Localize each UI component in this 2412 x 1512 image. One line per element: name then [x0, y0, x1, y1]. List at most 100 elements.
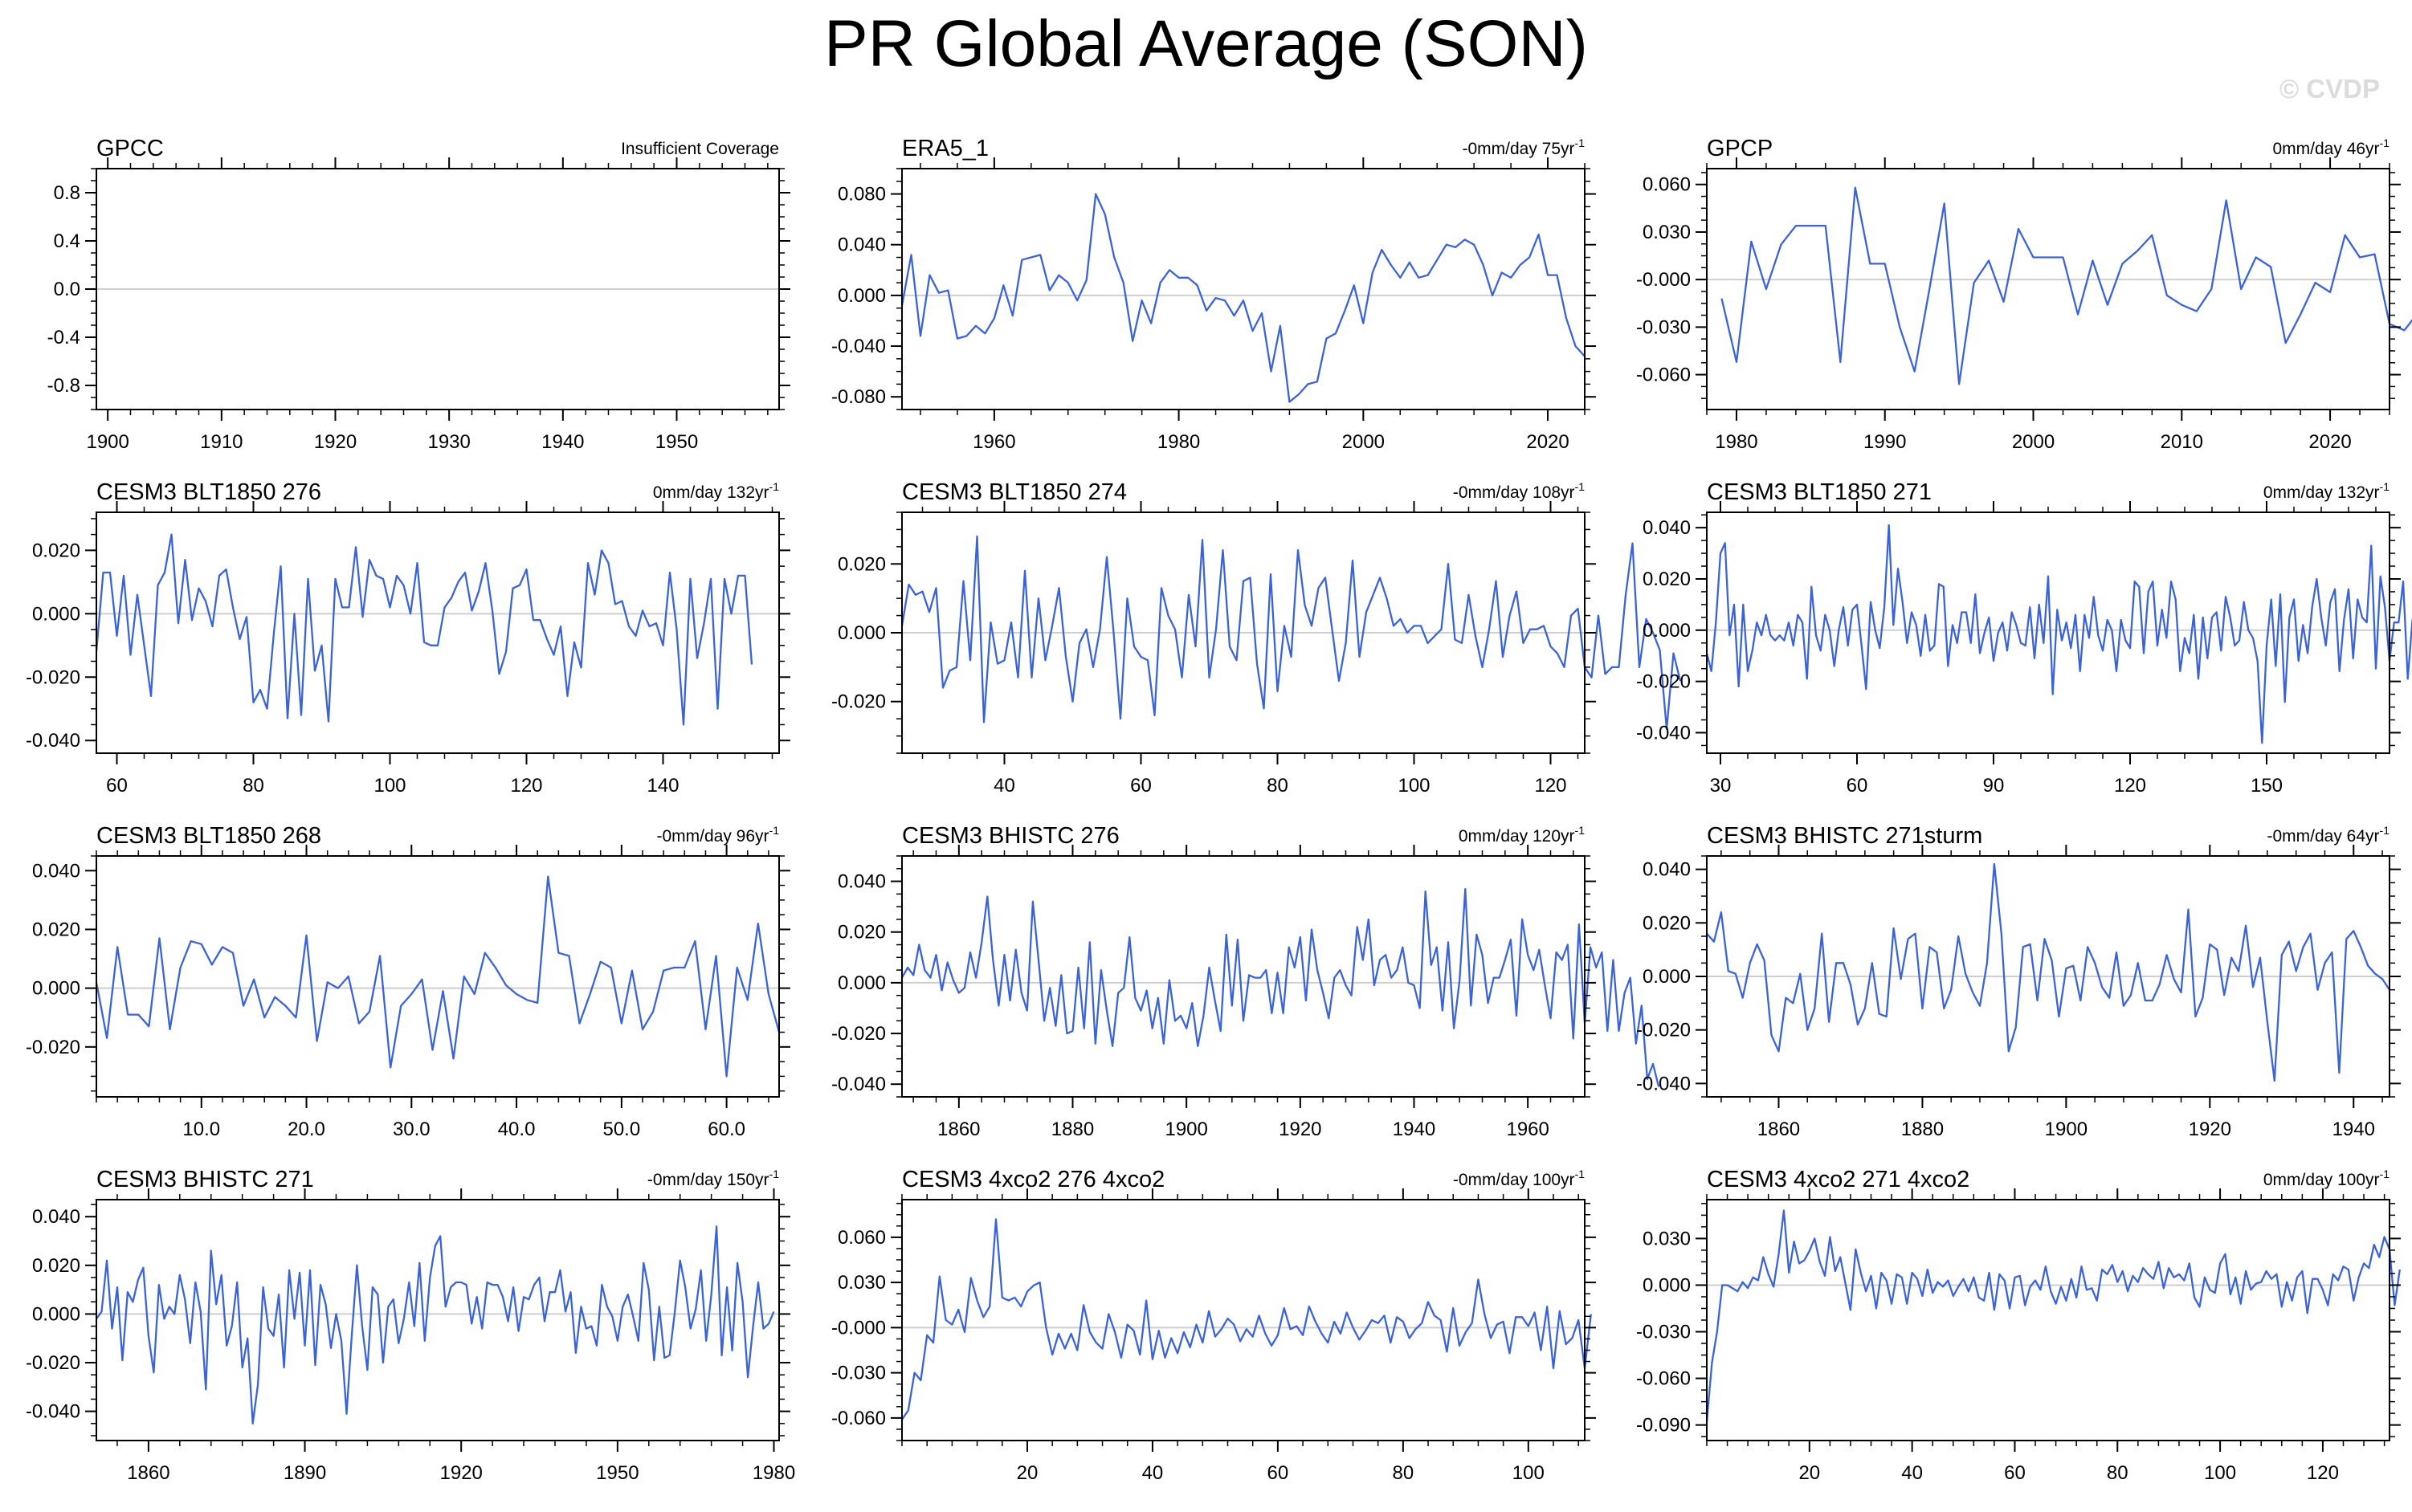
panel-0: GPCC Insufficient Coverage 1900 1910 1920 193…	[47, 136, 790, 453]
y-tick-label: -0.020	[26, 666, 80, 688]
x-tick-label: 90	[1983, 775, 2005, 797]
plot-frame	[96, 1199, 780, 1441]
x-tick-label: 30	[1710, 775, 1732, 797]
y-tick-label: 0.040	[32, 860, 80, 882]
y-tick-label: -0.000	[831, 1317, 886, 1339]
x-tick-label: 20.0	[288, 1119, 325, 1140]
series-line	[900, 193, 1586, 403]
x-tick-label: 1940	[1393, 1119, 1435, 1140]
x-tick-label: 30.0	[393, 1119, 431, 1140]
x-tick-label: 60	[1130, 775, 1152, 797]
panel-3: CESM3 BLT1850 276 0mm/day 132yr-1 60 80 100 1…	[26, 479, 790, 797]
x-tick-label: 1990	[1863, 431, 1906, 453]
x-tick-label: 1950	[655, 431, 698, 453]
x-tick-label: 1980	[1715, 431, 1757, 453]
x-tick-label: 100	[1398, 775, 1430, 797]
panel-7: CESM3 BHISTC 276 0mm/day 120yr-1 1860 1880 1…	[831, 823, 1660, 1140]
y-tick-label: -0.060	[1636, 1368, 1691, 1390]
plot-frame	[1706, 1199, 2390, 1441]
panel-9: CESM3 BHISTC 271 -0mm/day 150yr-1 1860 1890…	[26, 1167, 795, 1484]
y-tick-label: 0.020	[32, 540, 80, 561]
panel-title: CESM3 BLT1850 271	[1707, 479, 1932, 505]
panel-4: CESM3 BLT1850 274 -0mm/day 108yr-1 40 60 80 1…	[831, 479, 1682, 797]
panel-title: CESM3 BHISTC 271	[96, 1167, 314, 1192]
y-tick-label: -0.020	[831, 691, 886, 713]
x-tick-label: 1930	[427, 431, 470, 453]
plot-frame	[901, 168, 1586, 410]
panel-1: ERA5_1 -0mm/day 75yr-1 1960 1980 2000 2020 0.0…	[831, 136, 1596, 453]
x-tick-label: 1880	[1051, 1119, 1094, 1140]
y-tick-label: -0.040	[1636, 722, 1691, 744]
panel-annotation: -0mm/day 150yr-1	[647, 1168, 779, 1189]
plot-frame	[901, 1199, 1586, 1441]
series-line	[901, 1218, 1592, 1420]
x-tick-label: 60	[2004, 1462, 2026, 1484]
panel-annotation: 0mm/day 132yr-1	[653, 480, 779, 502]
panel-8: CESM3 BHISTC 271sturm -0mm/day 64yr-1 1860…	[1636, 823, 2401, 1140]
y-tick-label: 0.040	[32, 1206, 80, 1228]
x-tick-label: 120	[510, 775, 542, 797]
y-tick-label: 0.000	[1643, 1274, 1691, 1296]
y-tick-label: 0.000	[1643, 620, 1691, 642]
panel-2: GPCP 0mm/day 46yr-1 1980 1990 2000 2010 2020 0.…	[1636, 136, 2412, 453]
panel-title: CESM3 BLT1850 268	[96, 823, 321, 849]
panel-5: CESM3 BLT1850 271 0mm/day 132yr-1 30 60 90 12…	[1636, 479, 2412, 797]
panel-annotation: -0mm/day 108yr-1	[1453, 480, 1585, 502]
x-tick-label: 1920	[440, 1462, 483, 1484]
y-tick-label: 0.000	[32, 603, 80, 625]
y-tick-label: -0.040	[26, 730, 80, 752]
y-tick-label: -0.040	[831, 336, 886, 357]
panel-annotation: 0mm/day 46yr-1	[2273, 137, 2390, 158]
y-tick-label: -0.080	[831, 386, 886, 408]
y-tick-label: 0.060	[1643, 174, 1691, 196]
panel-annotation: Insufficient Coverage	[621, 140, 779, 158]
x-tick-label: 1860	[127, 1462, 169, 1484]
y-tick-label: -0.020	[26, 1037, 80, 1058]
y-tick-label: -0.030	[1636, 316, 1691, 338]
series-line	[900, 887, 1660, 1087]
y-tick-label: 0.000	[1643, 966, 1691, 988]
panel-title: CESM3 4xco2 276 4xco2	[902, 1167, 1165, 1192]
x-tick-label: 1860	[1757, 1119, 1800, 1140]
y-tick-label: 0.000	[838, 972, 886, 994]
y-tick-label: -0.4	[47, 327, 80, 348]
panel-6: CESM3 BLT1850 268 -0mm/day 96yr-1 10.0 20.0…	[26, 823, 790, 1140]
x-tick-label: 1980	[1157, 431, 1200, 453]
panel-annotation: -0mm/day 96yr-1	[657, 824, 780, 846]
x-tick-label: 2010	[2161, 431, 2203, 453]
y-tick-label: 0.060	[838, 1227, 886, 1249]
panel-annotation: 0mm/day 120yr-1	[1459, 824, 1585, 846]
plot-frame	[1706, 168, 2390, 410]
x-tick-label: 1880	[1901, 1119, 1944, 1140]
series-line	[95, 533, 753, 726]
y-tick-label: -0.040	[26, 1401, 80, 1423]
x-tick-label: 1920	[314, 431, 357, 453]
x-tick-label: 140	[647, 775, 679, 797]
copyright-watermark: © CVDP	[2279, 74, 2380, 104]
x-tick-label: 100	[2204, 1462, 2236, 1484]
x-tick-label: 1910	[200, 431, 243, 453]
y-tick-label: 0.000	[838, 285, 886, 307]
series-line	[96, 1225, 775, 1424]
y-tick-label: -0.020	[1636, 1020, 1691, 1041]
x-tick-label: 80	[2107, 1462, 2128, 1484]
y-tick-label: 0.020	[1643, 912, 1691, 934]
x-tick-label: 60.0	[708, 1119, 745, 1140]
x-tick-label: 120	[1534, 775, 1566, 797]
y-tick-label: 0.4	[54, 230, 80, 252]
panel-title: GPCC	[96, 136, 164, 161]
x-tick-label: 40	[1142, 1462, 1164, 1484]
x-tick-label: 100	[373, 775, 406, 797]
x-tick-label: 1920	[1279, 1119, 1321, 1140]
y-tick-label: -0.060	[831, 1408, 886, 1429]
panel-title: CESM3 BLT1850 274	[902, 479, 1127, 505]
panel-title: CESM3 BHISTC 271sturm	[1707, 823, 1982, 849]
panel-11: CESM3 4xco2 271 4xco2 0mm/day 100yr-1 20 40…	[1636, 1167, 2401, 1484]
panel-title: CESM3 BLT1850 276	[96, 479, 321, 505]
panel-title: CESM3 BHISTC 276	[902, 823, 1120, 849]
y-tick-label: -0.040	[1636, 1073, 1691, 1094]
x-tick-label: 40.0	[498, 1119, 536, 1140]
y-tick-label: -0.040	[831, 1074, 886, 1095]
